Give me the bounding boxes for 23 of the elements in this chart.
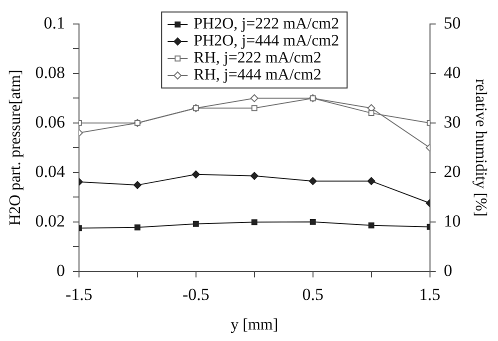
y-tick-label: 0.02	[35, 211, 65, 230]
y-tick-label: 0.04	[35, 162, 66, 181]
legend-label: PH2O, j=222 mA/cm2	[194, 16, 340, 33]
x-tick-label: -1.5	[65, 285, 92, 304]
x-tick-label: -0.5	[182, 285, 210, 304]
y2-tick-label: 40	[444, 62, 461, 82]
y2-tick-label: 50	[444, 13, 461, 32]
y-tick-label: 0	[56, 260, 65, 280]
legend-label: PH2O, j=444 mA/cm2	[194, 32, 340, 50]
y-tick-label: 0.06	[35, 112, 65, 132]
y2-tick-label: 0	[444, 260, 452, 280]
x-tick-label: 1.5	[419, 285, 440, 304]
x-tick-label: 0.5	[302, 285, 324, 304]
x-axis-title: y [mm]	[230, 316, 278, 334]
y2-tick-label: 10	[444, 211, 461, 230]
y-tick-label: 0.1	[44, 13, 65, 32]
y2-tick-label: 30	[444, 112, 461, 132]
legend-label: RH, j=444 mA/cm2	[194, 66, 322, 84]
y-axis-title: H2O part. pressure[atm]	[6, 70, 24, 226]
legend-label: RH, j=222 mA/cm2	[194, 50, 322, 67]
y2-axis-title: relative humidity [%]	[472, 78, 490, 217]
y-tick-label: 0.08	[35, 62, 65, 82]
y2-tick-label: 20	[444, 162, 461, 181]
